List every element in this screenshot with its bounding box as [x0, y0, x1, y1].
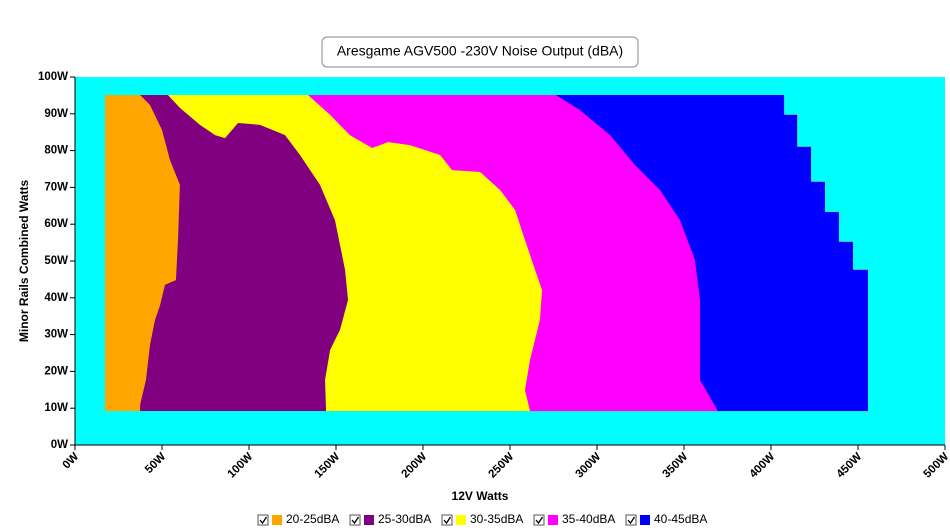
legend-checkbox [625, 514, 637, 526]
y-tick-label: 30W [44, 329, 68, 341]
chart-title: Aresgame AGV500 -230V Noise Output (dBA) [337, 43, 623, 59]
x-tick-label: 100W [226, 451, 256, 481]
legend-swatch [456, 515, 466, 525]
legend-item[interactable]: 20-25dBA [257, 512, 339, 526]
legend-swatch [364, 515, 374, 525]
legend-swatch [548, 515, 558, 525]
y-tick-label: 40W [44, 292, 68, 304]
legend-label: 35-40dBA [562, 512, 615, 526]
legend-label: 40-45dBA [654, 512, 707, 526]
x-axis-title: 12V Watts [452, 489, 509, 503]
legend-swatch [640, 515, 650, 525]
legend-checkbox [441, 514, 453, 526]
legend-label: 30-35dBA [470, 512, 523, 526]
x-tick-label: 300W [574, 451, 604, 481]
title-box [321, 36, 639, 68]
legend-checkmark [535, 516, 544, 525]
y-tick-label: 10W [44, 402, 68, 414]
x-tick-label: 50W [143, 451, 168, 476]
legend-item[interactable]: 30-35dBA [441, 512, 523, 526]
legend-checkmark [627, 516, 636, 525]
legend-label: 20-25dBA [286, 512, 339, 526]
legend-item[interactable]: 25-30dBA [349, 512, 431, 526]
legend-checkmark [351, 516, 360, 525]
y-tick-label: 60W [44, 218, 68, 230]
y-tick-label: 100W [38, 71, 68, 83]
legend-checkmark [443, 516, 452, 525]
legend-item[interactable]: 40-45dBA [625, 512, 707, 526]
y-tick-label: 70W [44, 181, 68, 193]
x-tick-label: 150W [313, 451, 343, 481]
y-tick-label: 20W [44, 365, 68, 377]
legend-swatch [272, 515, 282, 525]
legend-checkmark [259, 516, 268, 525]
x-tick-label: 400W [748, 451, 778, 481]
x-tick-label: 200W [400, 451, 430, 481]
legend-checkbox [257, 514, 269, 526]
y-axis-title: Minor Rails Combined Watts [17, 180, 31, 343]
x-tick-label: 250W [487, 451, 517, 481]
legend-checkbox [349, 514, 361, 526]
y-tick-label: 0W [51, 439, 68, 451]
x-tick-label: 500W [922, 451, 950, 481]
legend-item[interactable]: 35-40dBA [533, 512, 615, 526]
y-tick-label: 80W [44, 145, 68, 157]
y-tick-label: 90W [44, 108, 68, 120]
x-tick-label: 450W [835, 451, 865, 481]
legend-checkbox [533, 514, 545, 526]
x-tick-label: 0W [61, 451, 82, 472]
x-tick-label: 350W [661, 451, 691, 481]
y-tick-label: 50W [44, 255, 68, 267]
legend-label: 25-30dBA [378, 512, 431, 526]
